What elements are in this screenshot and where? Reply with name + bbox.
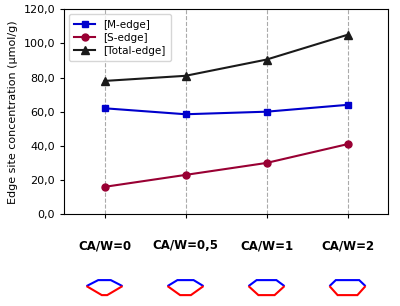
Y-axis label: Edge site concentration (μmol/g): Edge site concentration (μmol/g) (8, 20, 18, 203)
Line: [M-edge]: [M-edge] (101, 101, 351, 118)
Line: [S-edge]: [S-edge] (101, 141, 351, 190)
[Total-edge] (102, 79, 107, 83)
[Total-edge] (183, 74, 188, 78)
[Total-edge] (264, 58, 269, 62)
[M-edge] (102, 106, 107, 110)
Text: CA/W=0: CA/W=0 (78, 239, 131, 252)
[M-edge] (183, 112, 188, 116)
[M-edge] (264, 110, 269, 114)
[S-edge] (345, 142, 350, 146)
Text: CA/W=1: CA/W=1 (240, 239, 293, 252)
Legend: [M-edge], [S-edge], [Total-edge]: [M-edge], [S-edge], [Total-edge] (69, 14, 171, 61)
Text: CA/W=2: CA/W=2 (321, 239, 374, 252)
Line: [Total-edge]: [Total-edge] (100, 31, 352, 85)
[S-edge] (102, 185, 107, 189)
[S-edge] (183, 173, 188, 177)
[S-edge] (264, 161, 269, 165)
[M-edge] (345, 103, 350, 107)
[Total-edge] (345, 33, 350, 37)
Text: CA/W=0,5: CA/W=0,5 (152, 239, 218, 252)
